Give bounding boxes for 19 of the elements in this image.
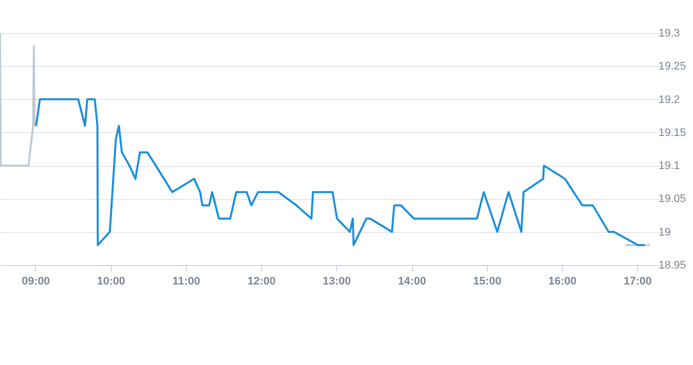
y-tick-label: 19.3 [658, 28, 680, 40]
x-tick-label: 12:00 [247, 276, 276, 288]
y-tick-label: 19.2 [658, 94, 680, 106]
y-tick-label: 19.25 [658, 60, 686, 73]
x-tick-label: 09:00 [22, 276, 50, 288]
line-series [0, 33, 38, 167]
y-tick-label: 19.1 [658, 160, 680, 172]
x-tick-label: 15:00 [473, 276, 502, 288]
x-tick-label: 13:00 [322, 276, 351, 288]
x-tick-label: 14:00 [398, 276, 426, 288]
x-tick-label: 10:00 [97, 276, 126, 288]
x-tick-label: 16:00 [548, 276, 577, 288]
line-series [35, 98, 646, 246]
x-tick-label: 11:00 [172, 276, 200, 288]
y-tick-label: 18.95 [658, 260, 686, 272]
y-tick-label: 19.15 [658, 126, 686, 139]
y-tick-label: 19 [658, 226, 671, 238]
x-tick-label: 17:00 [624, 276, 652, 288]
y-tick-label: 19.05 [658, 193, 686, 206]
